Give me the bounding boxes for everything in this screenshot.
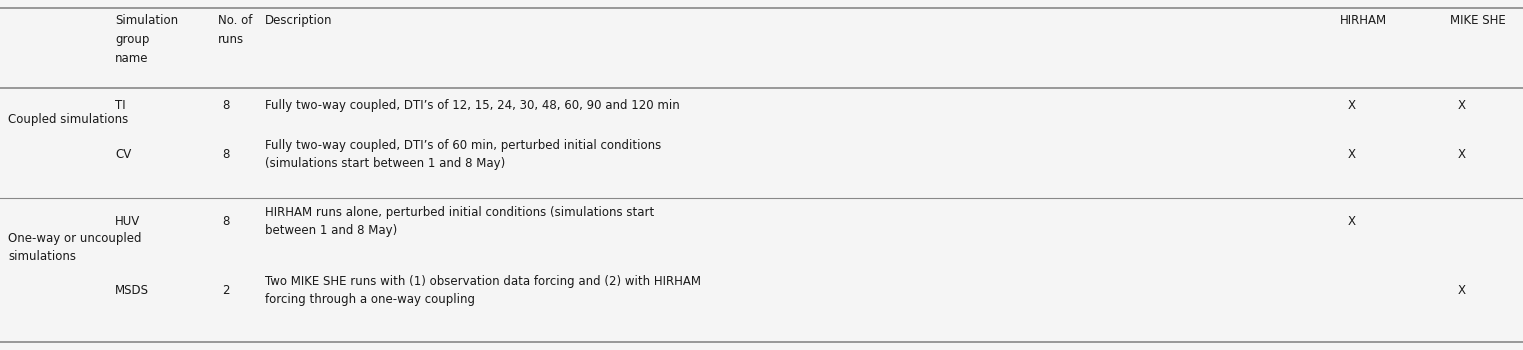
Text: TI: TI xyxy=(116,98,125,112)
Text: MSDS: MSDS xyxy=(116,284,149,296)
Text: 8: 8 xyxy=(222,148,230,161)
Text: 8: 8 xyxy=(222,98,230,112)
Text: X: X xyxy=(1458,284,1467,296)
Text: HIRHAM: HIRHAM xyxy=(1340,14,1387,27)
Text: X: X xyxy=(1458,148,1467,161)
Text: X: X xyxy=(1348,148,1355,161)
Text: X: X xyxy=(1348,98,1355,112)
Text: HUV: HUV xyxy=(116,216,140,229)
Text: One-way or uncoupled
simulations: One-way or uncoupled simulations xyxy=(8,232,142,263)
Text: CV: CV xyxy=(116,148,131,161)
Text: Two MIKE SHE runs with (1) observation data forcing and (2) with HIRHAM
forcing : Two MIKE SHE runs with (1) observation d… xyxy=(265,274,701,306)
Text: Coupled simulations: Coupled simulations xyxy=(8,113,128,126)
Text: MIKE SHE: MIKE SHE xyxy=(1450,14,1506,27)
Text: 2: 2 xyxy=(222,284,230,296)
Text: Fully two-way coupled, DTI’s of 12, 15, 24, 30, 48, 60, 90 and 120 min: Fully two-way coupled, DTI’s of 12, 15, … xyxy=(265,98,679,112)
Text: No. of
runs: No. of runs xyxy=(218,14,253,46)
Text: 8: 8 xyxy=(222,216,230,229)
Text: HIRHAM runs alone, perturbed initial conditions (simulations start
between 1 and: HIRHAM runs alone, perturbed initial con… xyxy=(265,206,655,238)
Text: Description: Description xyxy=(265,14,332,27)
Text: Fully two-way coupled, DTI’s of 60 min, perturbed initial conditions
(simulation: Fully two-way coupled, DTI’s of 60 min, … xyxy=(265,140,661,170)
Text: X: X xyxy=(1348,216,1355,229)
Text: X: X xyxy=(1458,98,1467,112)
Text: Simulation
group
name: Simulation group name xyxy=(116,14,178,65)
